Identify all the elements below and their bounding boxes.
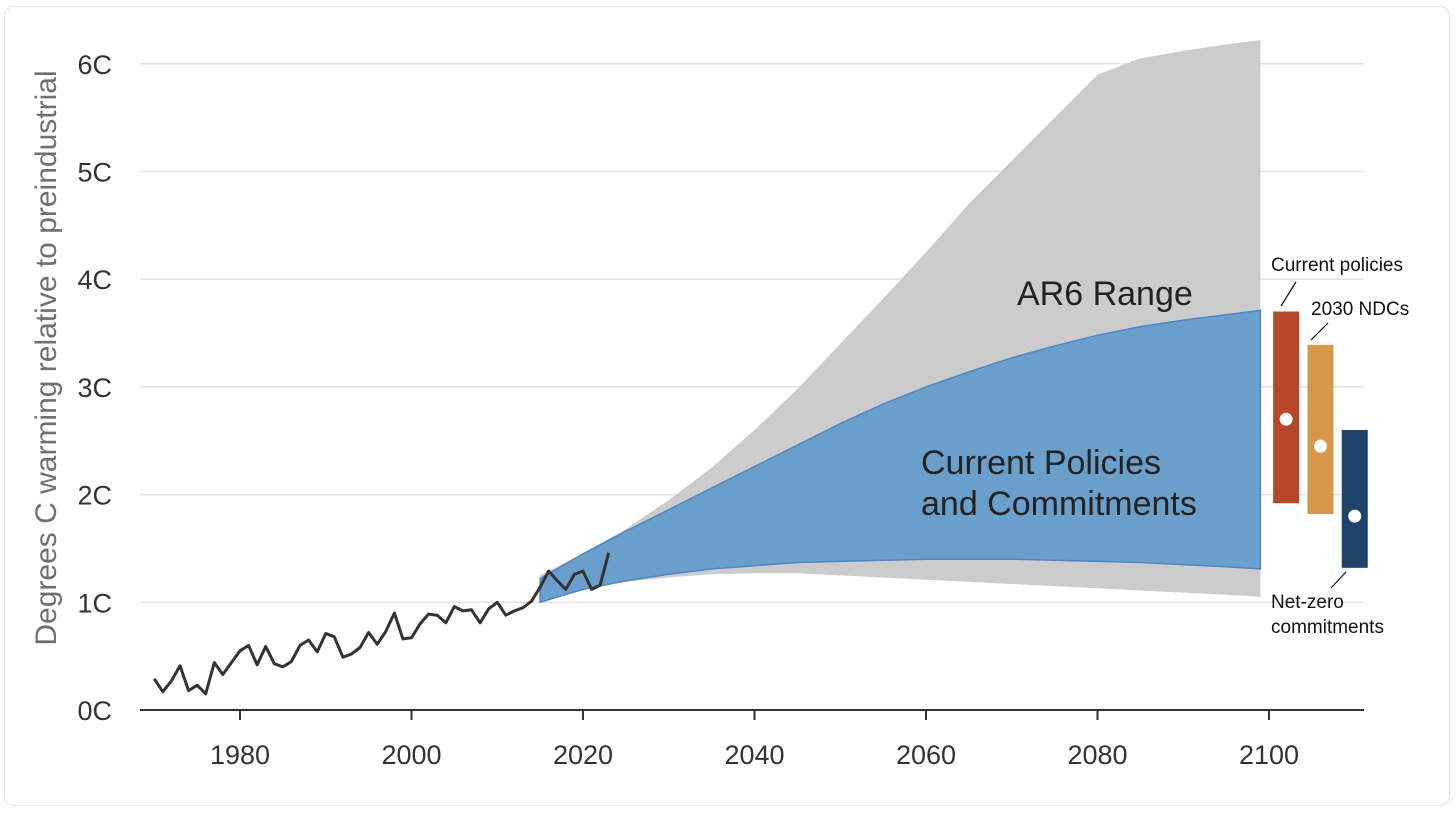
current-policies-commitments-label-line1: Current Policies xyxy=(921,444,1161,482)
y-tick-label-6: 6C xyxy=(77,50,112,80)
x-tick-label-2100: 2100 xyxy=(1239,740,1299,770)
ndcs-range-label: 2030 NDCs xyxy=(1311,299,1409,320)
x-tick-label-2020: 2020 xyxy=(553,740,613,770)
2030-ndcs-range-bar xyxy=(1307,344,1334,514)
axes: 0C 1C 2C 3C 4C 5C 6C 1980 2000 2020 2040 2060 2080 21… xyxy=(77,50,1364,770)
current-policies-and-commitments-band xyxy=(539,309,1262,604)
observed-temperature-line xyxy=(153,552,611,696)
x-tick-label-2080: 2080 xyxy=(1067,740,1127,770)
range-bars xyxy=(1273,311,1368,568)
current-policies-commitments-label-line2: and Commitments xyxy=(921,485,1197,523)
net-zero-range-label-line1: Net-zero xyxy=(1271,592,1344,613)
observed-series xyxy=(153,552,611,696)
scenario-bands xyxy=(539,40,1262,604)
ndcs-leader-line xyxy=(1310,322,1329,341)
x-tick-label-2000: 2000 xyxy=(381,740,441,770)
x-tick-label-1980: 1980 xyxy=(210,740,270,770)
net-zero-commitments-range-bar xyxy=(1341,429,1368,568)
current-policies-range-bar xyxy=(1273,311,1300,504)
x-tick-label-2040: 2040 xyxy=(724,740,784,770)
net-zero-range-label-line2: commitments xyxy=(1271,617,1384,638)
current-policies-range-label: Current policies xyxy=(1271,255,1403,276)
y-tick-label-1: 1C xyxy=(77,588,112,618)
current-policies-median-dot xyxy=(1279,412,1293,426)
net-zero-commitments-median-dot xyxy=(1348,509,1362,523)
current-policies-leader-line xyxy=(1280,281,1297,307)
x-tick-label-2060: 2060 xyxy=(896,740,956,770)
ar6-range-label: AR6 Range xyxy=(1017,275,1193,313)
y-tick-label-5: 5C xyxy=(77,158,112,188)
y-axis-label: Degrees C warming relative to preindustr… xyxy=(30,70,63,645)
2030-ndcs-median-dot xyxy=(1313,439,1327,453)
y-tick-label-4: 4C xyxy=(77,265,112,295)
y-tick-label-0: 0C xyxy=(77,696,112,726)
net-zero-leader-line xyxy=(1330,571,1347,589)
y-tick-label-3: 3C xyxy=(77,373,112,403)
y-tick-label-2: 2C xyxy=(77,481,112,511)
